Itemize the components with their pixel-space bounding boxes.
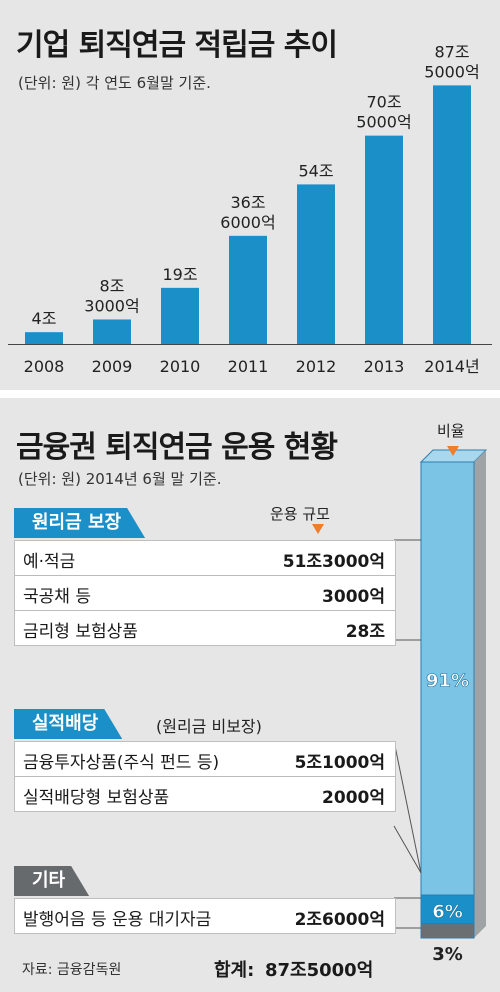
scale-marker <box>312 524 324 534</box>
table-row: 실적배당형 보험상품 2000억 <box>15 777 395 811</box>
item-value: 3000억 <box>322 587 385 607</box>
segment-label: 3% <box>432 944 463 965</box>
bar <box>25 332 63 344</box>
item-value: 28조 <box>345 622 385 642</box>
data-label: 19조 <box>162 265 197 284</box>
table-row: 금융투자상품(주식 펀드 등) 5조1000억 <box>15 742 395 777</box>
data-label: 4조 <box>32 309 57 328</box>
data-label: 70조 <box>366 93 401 112</box>
bottom-chart-title: 금융권 퇴직연금 운용 현황 <box>16 430 338 465</box>
item-label: 발행어음 등 운용 대기자금 <box>23 910 212 930</box>
top-panel: 기업 퇴직연금 적립금 추이 (단위: 원) 각 연도 6월말 기준. 2008… <box>0 0 500 390</box>
table-row: 예·적금 51조3000억 <box>15 541 395 576</box>
total-value: 87조5000억 <box>265 960 374 981</box>
stacked-ratio-chart: 91% 6% 3% <box>312 446 488 965</box>
category-note: (원리금 비보장) <box>156 717 262 736</box>
ratio-header: 비율 <box>437 422 465 440</box>
item-label: 예·적금 <box>23 552 76 572</box>
data-label: 5000억 <box>356 113 411 132</box>
category-box-guaranteed: 예·적금 51조3000억 국공채 등 3000억 금리형 보험상품 28조 <box>14 540 396 646</box>
item-value: 51조3000억 <box>282 552 385 572</box>
x-tick-label: 2008 <box>24 357 65 376</box>
source-note: 자료: 금융감독원 <box>22 962 122 978</box>
total-label: 합계: <box>214 960 255 981</box>
bar <box>433 85 471 344</box>
item-value: 2000억 <box>322 788 385 808</box>
data-label: 5000억 <box>424 62 479 81</box>
stack-segment <box>420 461 475 896</box>
bar <box>365 135 403 344</box>
top-chart-subtitle: (단위: 원) 각 연도 6월말 기준. <box>18 74 211 92</box>
stack-segment <box>420 923 475 939</box>
x-tick-label: 2009 <box>92 357 133 376</box>
ratio-marker <box>447 446 459 456</box>
category-box-performance: 금융투자상품(주식 펀드 등) 5조1000억 실적배당형 보험상품 2000억 <box>14 741 396 812</box>
top-chart-title: 기업 퇴직연금 적립금 추이 <box>16 28 338 63</box>
item-value: 2조6000억 <box>294 910 385 930</box>
bar <box>161 287 199 344</box>
connector-line <box>393 825 422 874</box>
x-tick-label: 2013 <box>364 357 405 376</box>
item-label: 금리형 보험상품 <box>23 622 138 642</box>
segment-label: 6% <box>432 901 463 922</box>
bar-side-face <box>474 450 486 938</box>
x-tick-label: 2012 <box>296 357 337 376</box>
table-row: 금리형 보험상품 28조 <box>15 611 395 645</box>
item-label: 실적배당형 보험상품 <box>23 788 170 808</box>
data-label: 87조 <box>434 42 469 61</box>
data-label: 8조 <box>100 276 125 295</box>
item-label: 금융투자상품(주식 펀드 등) <box>23 753 220 773</box>
bar <box>229 235 267 344</box>
data-label: 36조 <box>230 193 265 212</box>
bar <box>297 184 335 344</box>
item-value: 5조1000억 <box>294 753 385 773</box>
table-row: 국공채 등 3000억 <box>15 576 395 611</box>
data-label: 3000억 <box>84 296 139 315</box>
category-tag-guaranteed: 원리금 보장 <box>14 508 145 538</box>
x-tick-label: 2014년 <box>424 357 479 376</box>
connector-line <box>393 740 422 874</box>
x-tick-label: 2010 <box>160 357 201 376</box>
item-label: 국공채 등 <box>23 587 91 607</box>
x-tick-label: 2011 <box>228 357 269 376</box>
table-row: 발행어음 등 운용 대기자금 2조6000억 <box>15 899 395 933</box>
segment-label: 91% <box>426 671 469 692</box>
category-box-other: 발행어음 등 운용 대기자금 2조6000억 <box>14 898 396 934</box>
data-label: 54조 <box>298 161 333 180</box>
stack-segment <box>420 894 475 925</box>
data-label: 6000억 <box>220 213 275 232</box>
scale-header: 운용 규모 <box>270 505 330 523</box>
category-tag-performance: 실적배당 <box>14 709 122 739</box>
bottom-chart-subtitle: (단위: 원) 2014년 6월 말 기준. <box>18 470 222 488</box>
bar <box>93 319 131 344</box>
